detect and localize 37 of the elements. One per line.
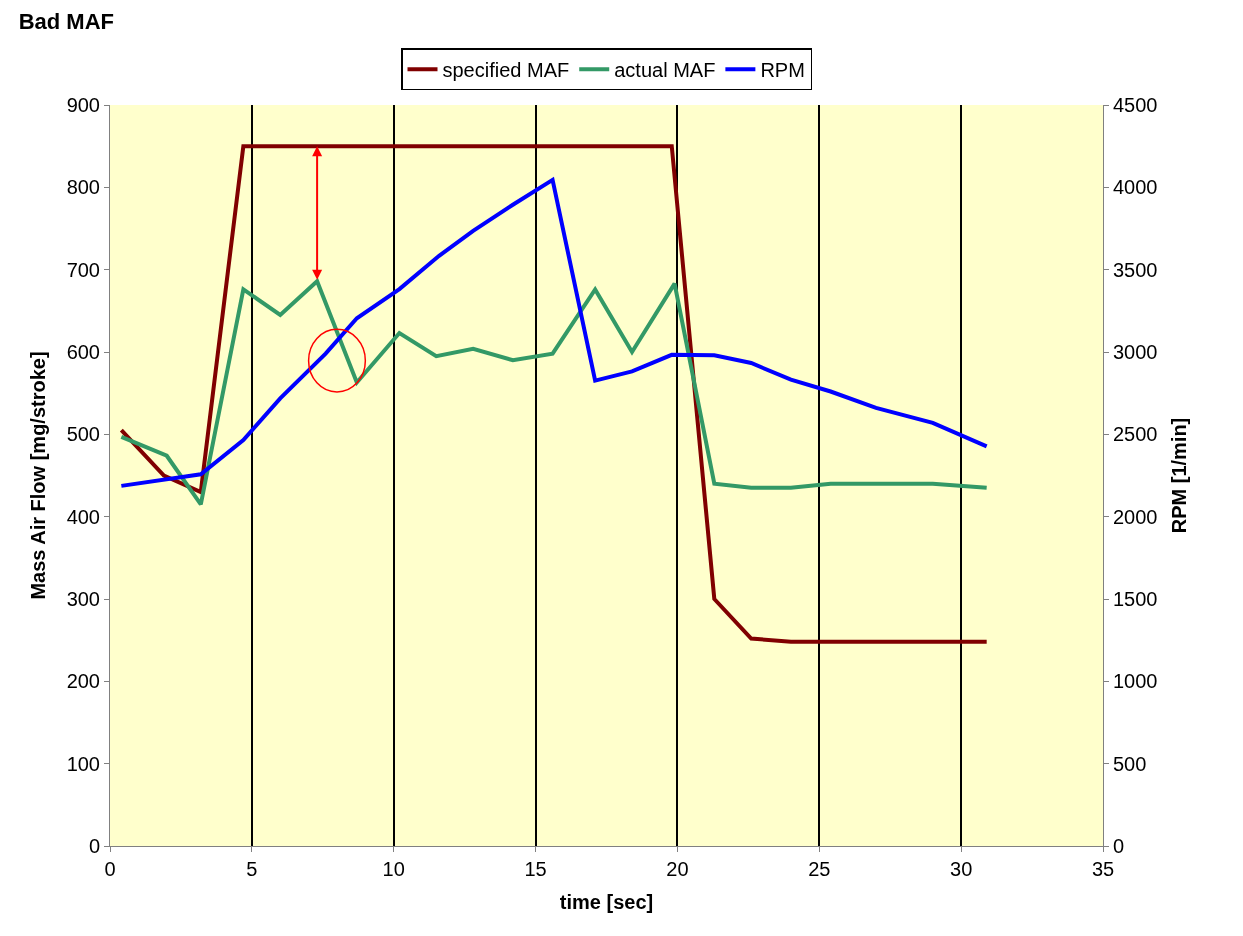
x-tick-label: 0 — [104, 858, 116, 880]
y-tick-label: 600 — [66, 341, 100, 363]
line-series — [119, 177, 989, 488]
y-tick-label: 300 — [66, 588, 100, 610]
y2-tick-label: 4500 — [1113, 94, 1158, 116]
x-axis-title: time [sec] — [559, 890, 654, 913]
y2-tick-label: 4000 — [1113, 176, 1158, 199]
chart-title: Bad MAF — [18, 9, 114, 35]
y-tick-label: 200 — [66, 670, 100, 693]
y2-tick-label: 3500 — [1113, 258, 1158, 281]
y2-tick-label: 500 — [1113, 752, 1147, 775]
y-tick-label: 700 — [66, 258, 100, 281]
x-tick-label: 35 — [1091, 858, 1115, 880]
y2-tick-label: 1500 — [1113, 588, 1158, 610]
y-tick-label: 400 — [66, 505, 100, 528]
y-tick-label: 800 — [66, 176, 100, 199]
y2-tick-label: 0 — [1113, 835, 1125, 857]
y-axis-title: Mass Air Flow [mg/stroke] — [27, 351, 50, 600]
legend-label: RPM — [760, 58, 805, 81]
x-tick-label: 5 — [246, 858, 258, 880]
x-tick-label: 30 — [950, 858, 973, 880]
y-tick-label: 500 — [66, 423, 100, 446]
y2-tick-label: 1000 — [1113, 670, 1158, 693]
y-tick-label: 100 — [66, 752, 100, 775]
y2-tick-label: 3000 — [1113, 341, 1158, 363]
x-tick-label: 10 — [382, 858, 405, 880]
y-tick-label: 0 — [88, 835, 100, 857]
y2-tick-label: 2000 — [1113, 505, 1158, 528]
line-series — [119, 144, 989, 644]
x-tick-label: 20 — [666, 858, 689, 880]
legend-label: actual MAF — [614, 58, 716, 81]
x-tick-label: 25 — [808, 858, 831, 880]
y2-tick-label: 2500 — [1113, 423, 1158, 446]
legend-label: specified MAF — [442, 58, 570, 81]
y2-axis-title: RPM [1/min] — [1168, 417, 1190, 534]
x-tick-label: 15 — [524, 858, 547, 880]
y-tick-label: 900 — [66, 94, 100, 116]
